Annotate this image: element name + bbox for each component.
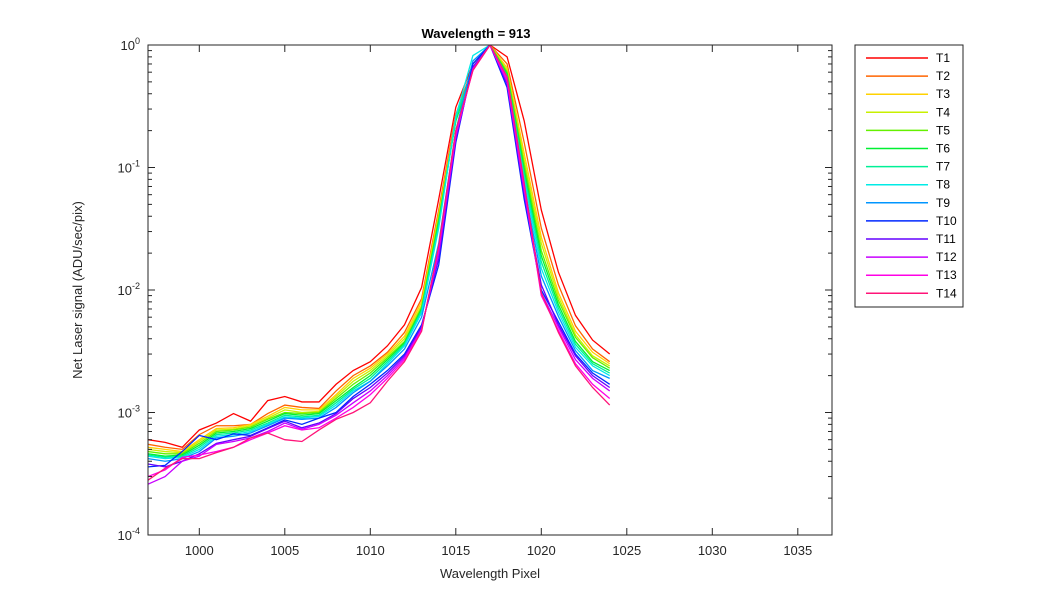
plot-area	[148, 45, 611, 485]
x-tick-label: 1035	[783, 543, 812, 558]
x-axis-label: Wavelength Pixel	[440, 566, 540, 581]
y-tick-label: 10-4	[118, 526, 140, 543]
x-tick-label: 1000	[185, 543, 214, 558]
legend-label-t12: T12	[936, 250, 957, 264]
x-tick-label: 1015	[441, 543, 470, 558]
legend-label-t9: T9	[936, 196, 950, 210]
x-tick-label: 1020	[527, 543, 556, 558]
x-axis: 1000 1005 1010 1015 1020 1025 1030 1035	[185, 45, 812, 558]
y-axis: 10-4 10-3 10-2 10-1 100	[118, 36, 832, 543]
y-tick-label: 10-1	[118, 159, 140, 176]
legend-label-t10: T10	[936, 214, 957, 228]
legend-label-t11: T11	[936, 232, 956, 246]
legend-label-t14: T14	[936, 286, 957, 300]
series-line-t14	[148, 45, 611, 481]
y-axis-label: Net Laser signal (ADU/sec/pix)	[70, 201, 85, 379]
chart-title: Wavelength = 913	[422, 26, 531, 41]
x-tick-label: 1010	[356, 543, 385, 558]
legend-label-t3: T3	[936, 87, 950, 101]
legend-label-t5: T5	[936, 123, 950, 137]
y-tick-label: 10-2	[118, 281, 140, 298]
x-tick-label: 1005	[270, 543, 299, 558]
legend-label-t6: T6	[936, 142, 950, 156]
series-line-t8	[148, 45, 611, 460]
legend-label-t4: T4	[936, 105, 950, 119]
legend-box	[854, 44, 964, 308]
series-line-t3	[148, 45, 611, 453]
x-tick-label: 1030	[698, 543, 727, 558]
legend: T1 T2 T3 T4 T5 T6 T7 T8 T9 T10 T11 T12 T13 T14	[854, 44, 964, 308]
legend-label-t7: T7	[936, 160, 950, 174]
y-tick-label: 100	[121, 36, 140, 53]
legend-label-t1: T1	[936, 51, 950, 65]
series-line-t2	[148, 45, 611, 451]
series-line-t7	[148, 45, 611, 459]
series-line-t4	[148, 45, 611, 454]
legend-label-t13: T13	[936, 268, 957, 282]
series-line-t1	[148, 45, 611, 449]
legend-label-t2: T2	[936, 69, 950, 83]
x-tick-label: 1025	[612, 543, 641, 558]
series-line-t6	[148, 45, 610, 457]
y-tick-label: 10-3	[118, 404, 140, 421]
series-line-t5	[148, 45, 611, 455]
legend-label-t8: T8	[936, 178, 950, 192]
